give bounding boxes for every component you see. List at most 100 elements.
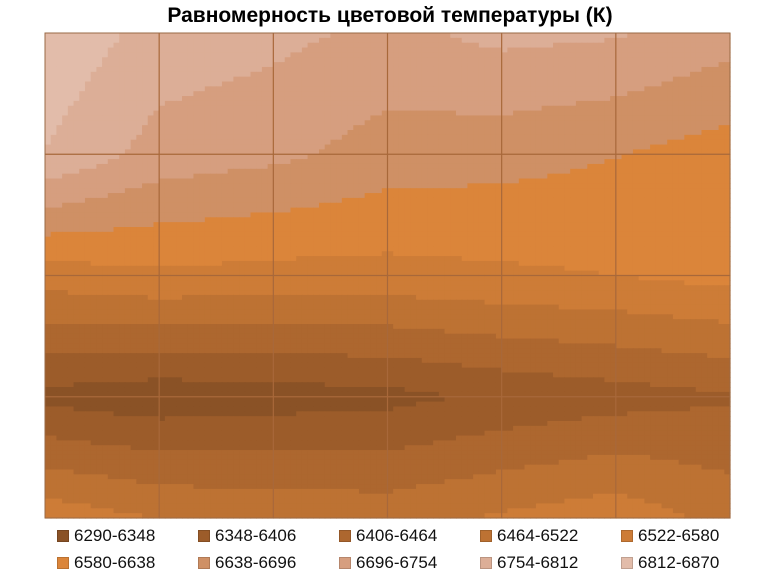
contour-cell — [147, 168, 155, 175]
contour-cell — [553, 178, 560, 184]
contour-cell — [210, 144, 217, 150]
contour-cell — [79, 163, 86, 170]
contour-cell — [513, 188, 520, 194]
contour-cell — [593, 33, 600, 39]
contour-cell — [535, 183, 543, 189]
contour-cell — [393, 207, 400, 214]
contour-cell — [410, 125, 417, 131]
contour-cell — [330, 144, 337, 150]
contour-cell — [307, 71, 314, 78]
contour-cell — [467, 134, 474, 141]
contour-cell — [193, 62, 200, 68]
contour-cell — [575, 168, 583, 175]
contour-cell — [347, 154, 354, 160]
contour-cell — [187, 91, 195, 97]
contour-cell — [484, 66, 491, 73]
contour-cell — [524, 115, 531, 121]
contour-cell — [398, 139, 406, 146]
contour-cell — [370, 91, 377, 97]
contour-cell — [279, 66, 286, 73]
contour-cell — [313, 81, 320, 87]
contour-cell — [433, 91, 440, 97]
contour-cell — [182, 197, 189, 204]
contour-cell — [353, 168, 360, 175]
contour-cell — [296, 96, 303, 102]
contour-cell — [227, 134, 234, 141]
contour-cell — [695, 100, 703, 107]
contour-cell — [518, 227, 526, 233]
contour-cell — [535, 62, 543, 68]
contour-cell — [90, 57, 97, 63]
contour-cell — [364, 227, 371, 233]
contour-cell — [182, 105, 189, 112]
contour-cell — [204, 207, 212, 214]
contour-cell — [284, 66, 292, 73]
contour-cell — [73, 202, 80, 209]
contour-cell — [672, 52, 680, 58]
contour-cell — [644, 125, 651, 131]
contour-cell — [153, 168, 160, 175]
contour-cell — [136, 86, 143, 92]
contour-cell — [376, 81, 383, 87]
contour-cell — [598, 62, 606, 68]
contour-cell — [279, 37, 286, 44]
contour-cell — [467, 110, 474, 117]
contour-cell — [358, 139, 366, 146]
contour-cell — [444, 188, 451, 194]
contour-cell — [290, 52, 297, 58]
contour-cell — [227, 188, 234, 194]
contour-cell — [501, 47, 508, 53]
contour-cell — [216, 81, 223, 87]
contour-cell — [621, 86, 628, 92]
contour-cell — [267, 125, 274, 131]
contour-cell — [621, 212, 628, 218]
contour-cell — [370, 62, 377, 68]
contour-cell — [199, 96, 206, 102]
contour-cell — [296, 149, 303, 155]
contour-cell — [393, 96, 400, 102]
contour-cell — [410, 134, 417, 141]
contour-cell — [353, 120, 360, 126]
contour-cell — [296, 144, 303, 150]
contour-cell — [90, 168, 97, 175]
contour-cell — [124, 57, 132, 63]
contour-cell — [136, 183, 143, 189]
contour-cell — [444, 86, 451, 92]
contour-cell — [216, 227, 223, 233]
contour-cell — [518, 154, 526, 160]
contour-cell — [79, 100, 86, 107]
contour-cell — [513, 212, 520, 218]
contour-cell — [341, 163, 349, 170]
contour-cell — [376, 217, 383, 223]
contour-cell — [124, 202, 132, 209]
contour-cell — [267, 42, 274, 49]
contour-cell — [313, 154, 320, 160]
contour-cell — [324, 134, 332, 141]
contour-cell — [650, 76, 657, 83]
contour-cell — [558, 42, 566, 49]
contour-cell — [484, 57, 491, 63]
contour-cell — [199, 91, 206, 97]
contour-cell — [353, 57, 360, 63]
contour-cell — [176, 212, 183, 218]
contour-cell — [119, 62, 126, 68]
contour-cell — [433, 134, 440, 141]
contour-cell — [284, 37, 292, 44]
contour-cell — [347, 212, 354, 218]
contour-cell — [330, 227, 337, 233]
contour-cell — [153, 149, 160, 155]
contour-cell — [490, 125, 497, 131]
contour-cell — [216, 231, 223, 238]
contour-cell — [621, 81, 628, 87]
contour-cell — [62, 231, 69, 238]
contour-cell — [530, 202, 537, 209]
contour-cell — [427, 91, 434, 97]
contour-cell — [456, 76, 463, 83]
contour-cell — [524, 57, 531, 63]
contour-cell — [45, 139, 52, 146]
contour-cell — [530, 76, 537, 83]
contour-cell — [79, 231, 86, 238]
contour-cell — [358, 163, 366, 170]
contour-cell — [450, 231, 457, 238]
contour-cell — [632, 183, 640, 189]
